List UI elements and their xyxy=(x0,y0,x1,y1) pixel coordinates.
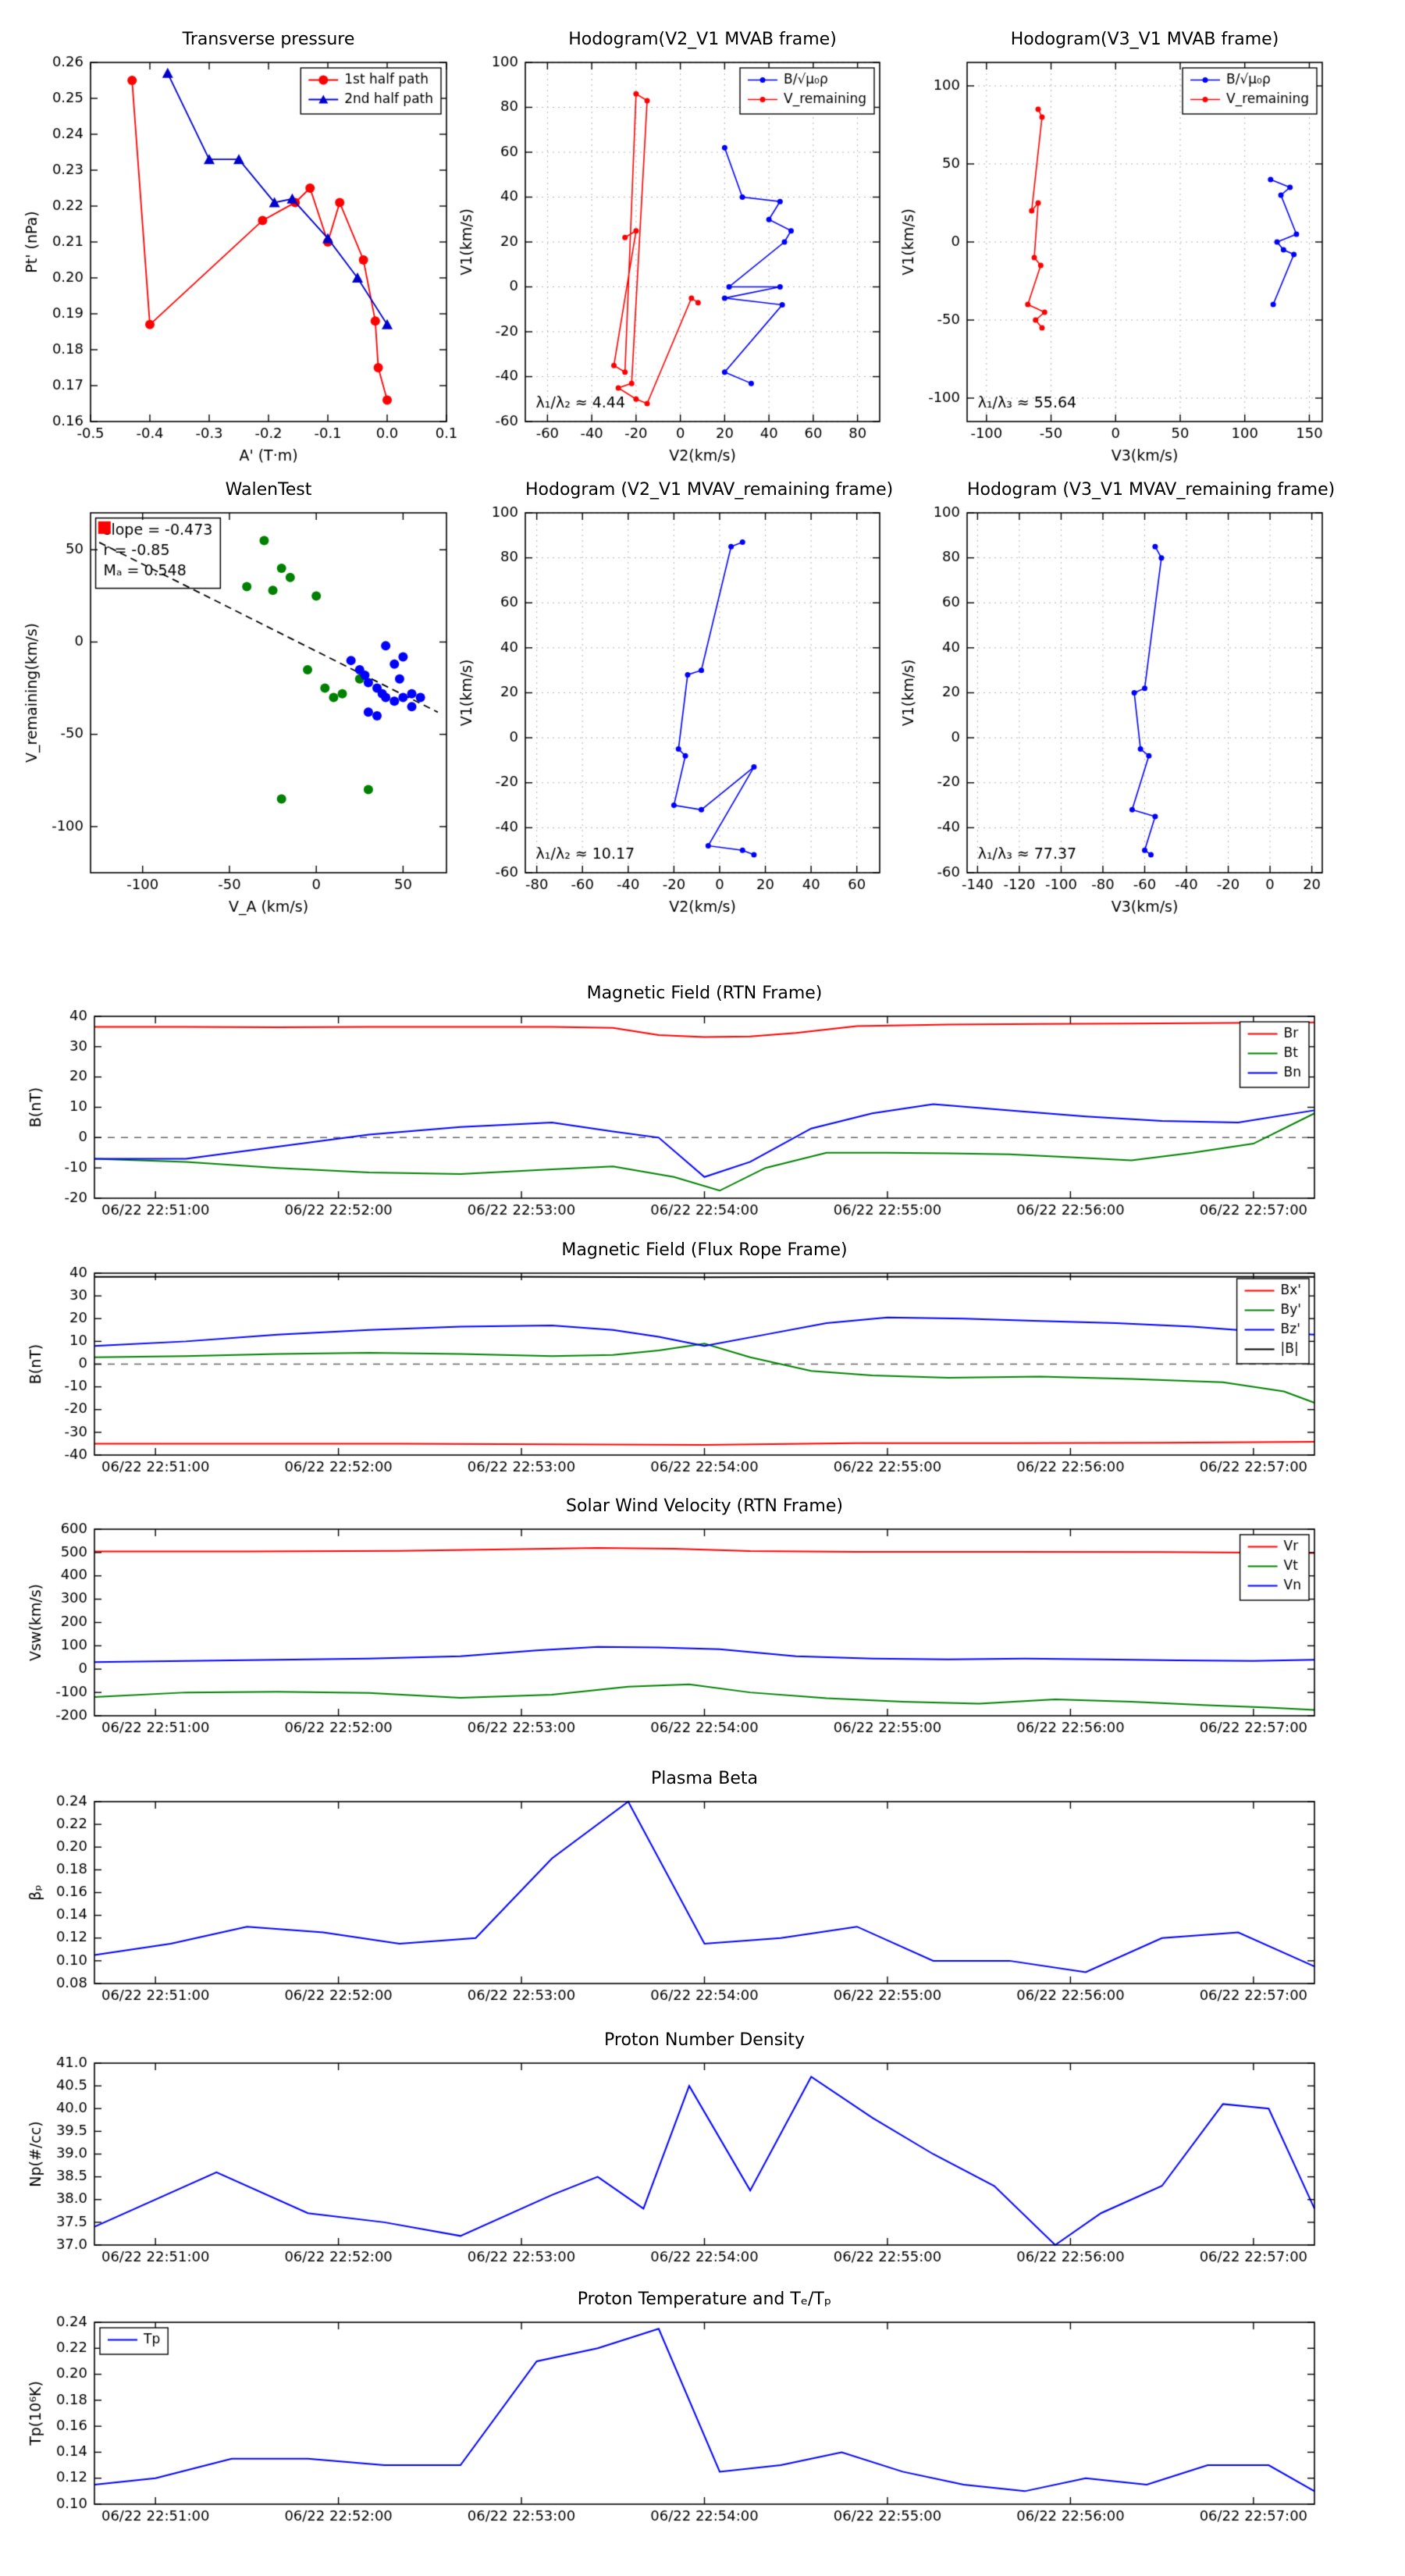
title-proton-temperature: Proton Temperature and Tₑ/Tₚ xyxy=(577,2290,832,2309)
title-hodogram-v2v1-mvab: Hodogram(V2_V1 MVAB frame) xyxy=(568,30,837,49)
title-magnetic-field-rtn: Magnetic Field (RTN Frame) xyxy=(586,984,823,1003)
title-walen-test: WalenTest xyxy=(225,480,312,500)
title-solar-wind-velocity: Solar Wind Velocity (RTN Frame) xyxy=(566,1496,843,1516)
title-hodogram-v2v1-mvav: Hodogram (V2_V1 MVAV_remaining frame) xyxy=(525,480,894,500)
title-proton-density: Proton Number Density xyxy=(604,2030,805,2050)
title-hodogram-v3v1-mvab: Hodogram(V3_V1 MVAB frame) xyxy=(1010,30,1279,49)
title-transverse-pressure: Transverse pressure xyxy=(182,30,355,49)
title-magnetic-field-fluxrope: Magnetic Field (Flux Rope Frame) xyxy=(561,1240,848,1260)
title-plasma-beta: Plasma Beta xyxy=(651,1769,758,1788)
title-hodogram-v3v1-mvav: Hodogram (V3_V1 MVAV_remaining frame) xyxy=(967,480,1336,500)
